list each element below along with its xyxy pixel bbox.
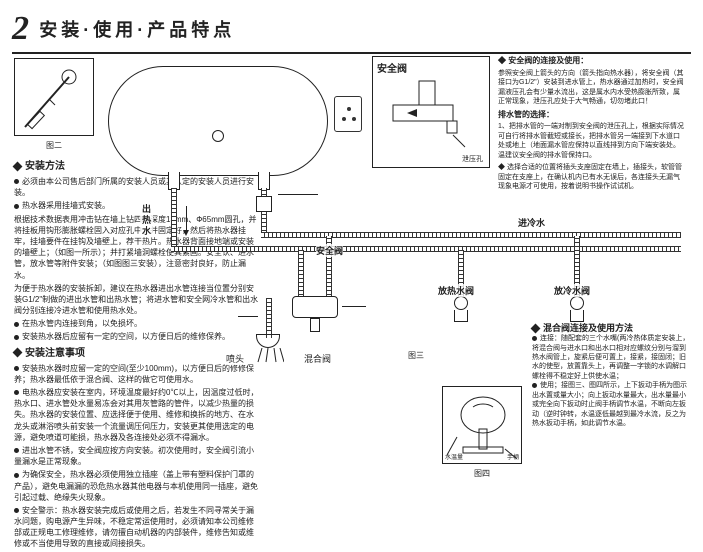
- mixing-valve-stem-icon: [310, 318, 320, 332]
- figure-2-box: [14, 58, 94, 136]
- page-header: 2 安装·使用·产品特点: [12, 10, 691, 54]
- caution-bullet: 安装热水器时应留一定的空间(至少100mm)，以方便日后的修修保养；热水器最低依…: [14, 363, 259, 385]
- mixing-bullet: 连接：随配套的三个水嘴(两冷热体质定安装上，将混合阀与进水口和出水口相对应螺纹分…: [532, 334, 690, 381]
- safety-valve-title: 安全阀: [377, 60, 407, 75]
- fig4-water-label: 水温量: [445, 452, 463, 461]
- mixing-valve-instructions: 混合阀连接及使用方法 连接：随配套的三个水嘴(两冷热体质定安装上，将混合阀与进水…: [532, 322, 690, 429]
- arrow-icon: [183, 230, 189, 236]
- tap-spout-icon: [454, 310, 468, 322]
- tap-spout-icon: [570, 310, 584, 322]
- safety-valve-label: 安全阀: [316, 244, 343, 257]
- sv-para: ◆ 选择合适的位置将插头支座固定在墙上，插接头，软管管固定在支座上，在确认机内已…: [498, 163, 684, 191]
- header-rule: [12, 52, 691, 54]
- safety-valve-drawing-icon: [389, 77, 469, 157]
- hot-main-pipe: [171, 246, 681, 252]
- relief-hole-label: 泄压孔: [462, 154, 483, 164]
- figure-3-label: 图三: [408, 350, 424, 361]
- water-heater-body-icon: [108, 66, 328, 176]
- hot-pipe: [171, 188, 177, 248]
- figure-4-label: 图四: [474, 468, 490, 479]
- safety-valve-inset: 安全阀 泄压孔: [372, 56, 490, 168]
- shower-label: 喷头: [226, 352, 244, 365]
- heater-logo-icon: [212, 130, 224, 142]
- leader-line: [278, 194, 318, 195]
- caution-bullet: 安全警示：热水器安装完成后或使用之后，若发生不同寻常关于漏水问题，购电源产生异味…: [14, 505, 259, 550]
- cold-drain-tap-icon: [570, 296, 584, 310]
- mixing-bullet: 使用；接图三、图四所示，上下扳动手柄为图示出水置或量大小；向上扳动水量最大，出水…: [532, 381, 690, 428]
- sv-heading: 排水管的选择：: [498, 110, 684, 121]
- hot-drain-tap-icon: [454, 296, 468, 310]
- section-title: 安装·使用·产品特点: [39, 16, 235, 42]
- plumbing-diagram: 安全阀 泄压孔 ◆ 安全阀的连接及使用： 参照安全阀上箭头的方向（箭头指向热水器…: [108, 56, 688, 356]
- hot-out-label: 出热水: [140, 204, 153, 237]
- safety-valve-instructions: ◆ 安全阀的连接及使用： 参照安全阀上箭头的方向（箭头指向热水器），将安全阀（其…: [498, 56, 684, 191]
- mix-valve-label: 混合阀: [304, 352, 331, 365]
- leader-line: [342, 306, 366, 307]
- leader-line: [186, 206, 187, 232]
- hot-drain-label: 放热水阀: [438, 284, 474, 297]
- caution-bullet: 电热水器应安装在室内，环境温度最好约0℃以上，因温度过低时，热水口、进水管处水量…: [14, 387, 259, 443]
- mixing-valve-icon: [292, 296, 338, 318]
- sv-heading: ◆ 安全阀的连接及使用：: [498, 56, 684, 67]
- shower-hose: [266, 298, 272, 338]
- cold-in-label: 进冷水: [518, 216, 545, 229]
- section-number: 2: [12, 10, 29, 48]
- cold-main-pipe: [261, 232, 681, 238]
- drop-pipe: [298, 250, 304, 298]
- mixing-title: 混合阀连接及使用方法: [532, 322, 690, 334]
- safety-valve-icon: [256, 196, 272, 212]
- sv-para: 参照安全阀上箭头的方向（箭头指向热水器），将安全阀（其接口为G1/2"）安装到进…: [498, 69, 684, 107]
- figure-2-label: 图二: [46, 140, 62, 151]
- caution-bullet: 为确保安全，热水器必须使用独立插座（盖上带有塑料保护门罩的产品），避免电漏漏的恐…: [14, 469, 259, 503]
- cold-drain-label: 放冷水阀: [554, 284, 590, 297]
- water-spray-icon: [256, 348, 284, 364]
- leader-line: [238, 316, 258, 317]
- figure-4-box: 水温量 手柄: [442, 386, 522, 464]
- caution-bullet: 进出水管不锈，安全阀应按方向安装。初次使用时，安全阀引流小量漏水是正常现象。: [14, 445, 259, 467]
- expansion-bolt-icon: [15, 59, 95, 137]
- sv-para: 1、把排水管的一端对制到安全阀的泄压孔上，根据实际情况可自行将排水管截短或接长，…: [498, 122, 684, 160]
- fig4-handle-label: 手柄: [507, 452, 519, 461]
- power-plug-icon: [334, 96, 362, 132]
- shower-head-icon: [256, 334, 280, 348]
